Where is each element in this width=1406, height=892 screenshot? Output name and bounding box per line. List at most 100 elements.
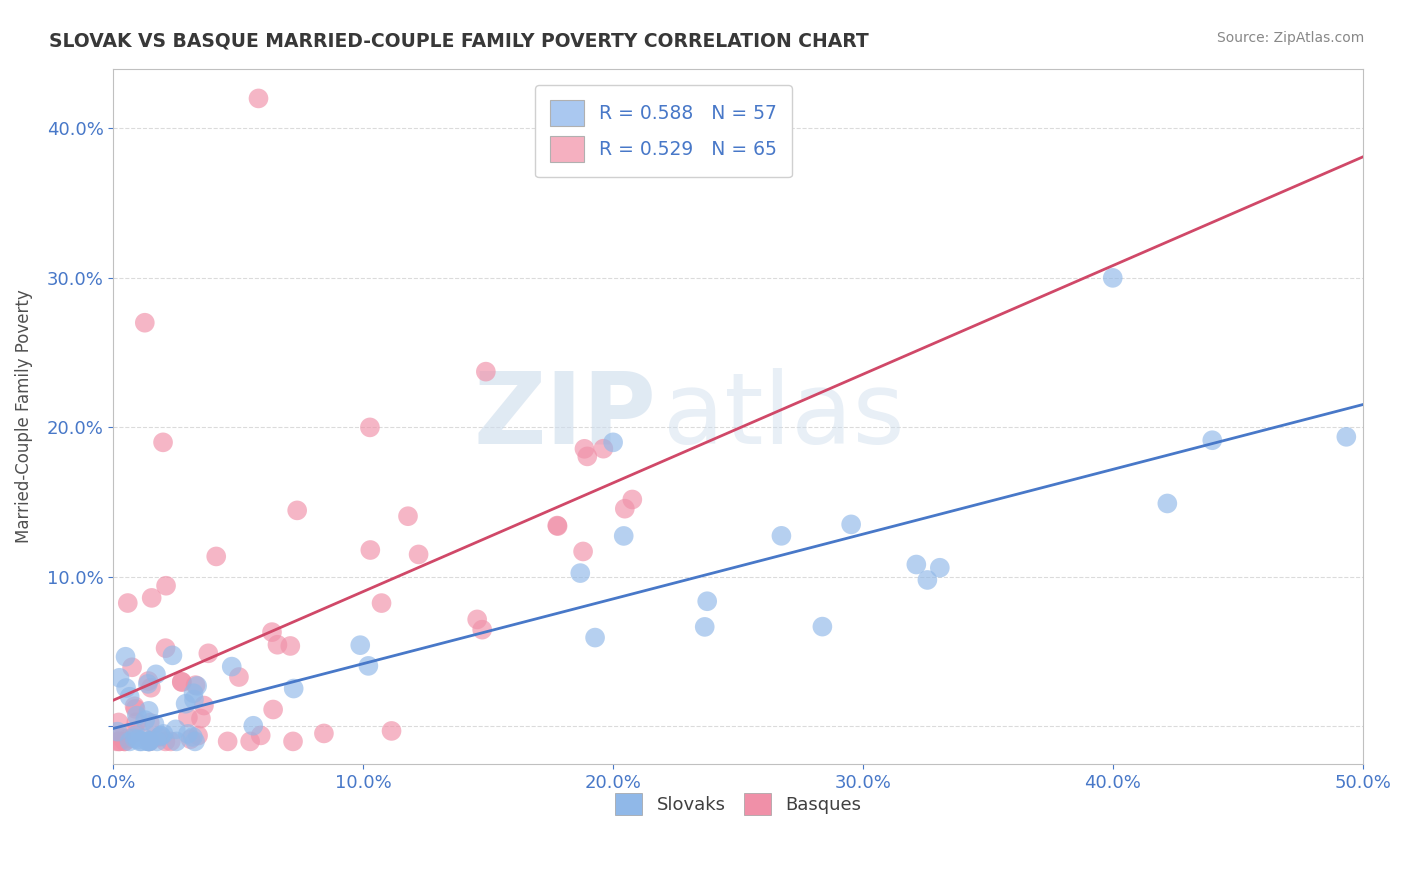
Point: [155, 734, 177, 748]
Point: [108, 734, 131, 748]
Point: [613, 501, 636, 516]
Point: [839, 517, 862, 532]
Point: [134, 713, 156, 727]
Point: [124, 702, 146, 716]
Point: [162, 648, 184, 663]
Point: [197, 646, 219, 660]
Point: [139, 681, 162, 695]
Point: [155, 579, 177, 593]
Point: [183, 686, 205, 700]
Point: [475, 365, 498, 379]
Point: [118, 690, 141, 704]
Point: [180, 732, 202, 747]
Point: [184, 678, 207, 692]
Point: [278, 639, 301, 653]
Point: [148, 730, 170, 744]
Point: [242, 719, 264, 733]
Point: [228, 670, 250, 684]
Point: [359, 420, 381, 434]
Point: [312, 726, 335, 740]
Point: [114, 649, 136, 664]
Point: [221, 659, 243, 673]
Point: [152, 727, 174, 741]
Point: [170, 674, 193, 689]
Point: [121, 660, 143, 674]
Point: [917, 573, 939, 587]
Legend: Slovaks, Basques: Slovaks, Basques: [606, 784, 870, 824]
Point: [613, 529, 636, 543]
Point: [583, 631, 606, 645]
Text: SLOVAK VS BASQUE MARRIED-COUPLE FAMILY POVERTY CORRELATION CHART: SLOVAK VS BASQUE MARRIED-COUPLE FAMILY P…: [49, 31, 869, 50]
Point: [136, 734, 159, 748]
Point: [124, 731, 146, 746]
Point: [217, 734, 239, 748]
Point: [146, 734, 169, 748]
Y-axis label: Married-Couple Family Poverty: Married-Couple Family Poverty: [15, 289, 32, 543]
Point: [183, 692, 205, 706]
Point: [602, 435, 624, 450]
Point: [117, 731, 139, 746]
Point: [181, 730, 204, 744]
Point: [262, 702, 284, 716]
Point: [108, 734, 131, 748]
Point: [1201, 434, 1223, 448]
Point: [281, 734, 304, 748]
Point: [128, 734, 150, 748]
Point: [249, 728, 271, 742]
Point: [193, 698, 215, 713]
Point: [138, 734, 160, 748]
Point: [125, 708, 148, 723]
Point: [239, 734, 262, 748]
Point: [114, 734, 136, 748]
Point: [124, 699, 146, 714]
Point: [165, 723, 187, 737]
Point: [165, 734, 187, 748]
Point: [145, 667, 167, 681]
Point: [114, 734, 136, 748]
Point: [138, 734, 160, 748]
Point: [138, 715, 160, 730]
Point: [260, 625, 283, 640]
Point: [547, 519, 569, 533]
Point: [131, 734, 153, 748]
Point: [572, 544, 595, 558]
Point: [696, 594, 718, 608]
Point: [117, 596, 139, 610]
Point: [187, 729, 209, 743]
Point: [115, 681, 138, 695]
Point: [138, 704, 160, 718]
Point: [124, 725, 146, 739]
Point: [143, 717, 166, 731]
Point: [205, 549, 228, 564]
Point: [380, 723, 402, 738]
Point: [465, 612, 488, 626]
Point: [105, 734, 128, 748]
Point: [621, 492, 644, 507]
Point: [107, 715, 129, 730]
Text: Source: ZipAtlas.com: Source: ZipAtlas.com: [1216, 31, 1364, 45]
Point: [693, 620, 716, 634]
Point: [138, 734, 160, 748]
Text: ZIP: ZIP: [474, 368, 657, 465]
Point: [190, 712, 212, 726]
Point: [177, 727, 200, 741]
Point: [134, 731, 156, 746]
Point: [149, 729, 172, 743]
Point: [283, 681, 305, 696]
Point: [266, 638, 288, 652]
Point: [546, 518, 568, 533]
Point: [110, 731, 132, 745]
Point: [155, 641, 177, 656]
Point: [285, 503, 308, 517]
Point: [138, 674, 160, 689]
Point: [247, 91, 270, 105]
Point: [574, 442, 596, 456]
Point: [408, 548, 430, 562]
Point: [1336, 430, 1358, 444]
Point: [177, 710, 200, 724]
Point: [928, 560, 950, 574]
Point: [1101, 271, 1123, 285]
Point: [569, 566, 592, 580]
Point: [149, 729, 172, 743]
Point: [125, 715, 148, 730]
